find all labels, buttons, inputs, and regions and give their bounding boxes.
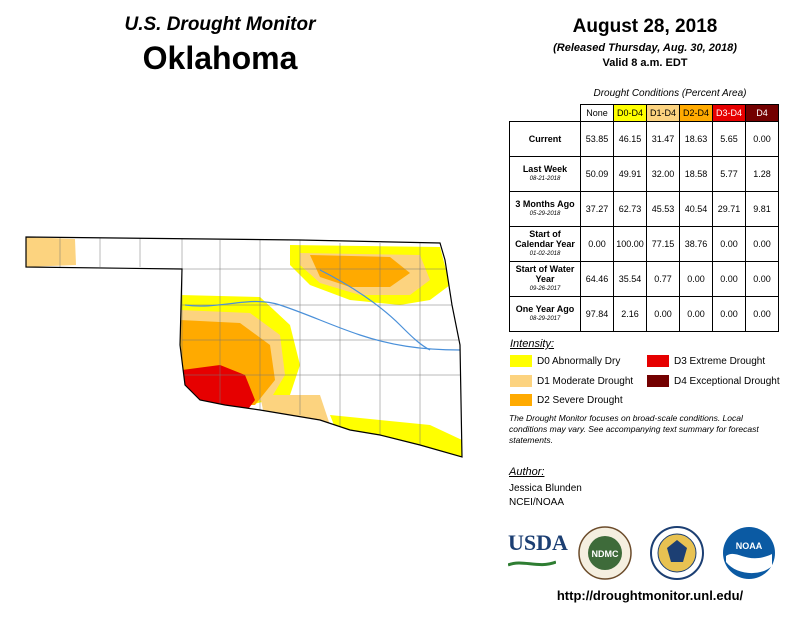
ndmc-logo: NDMC bbox=[578, 526, 632, 580]
river-canadian bbox=[184, 300, 461, 351]
row-label: One Year Ago 08-29-2017 bbox=[509, 296, 581, 332]
table-cell: 53.85 bbox=[580, 121, 614, 157]
usda-logo: USDA bbox=[507, 530, 568, 574]
usda-swoosh-icon bbox=[507, 560, 557, 567]
d3-area-south-spot bbox=[283, 417, 307, 429]
table-row: 3 Months Ago 05-29-2018 37.27 62.73 45.53… bbox=[509, 191, 779, 227]
row-label: 3 Months Ago 05-29-2018 bbox=[509, 191, 581, 227]
table-cell: 100.00 bbox=[613, 226, 647, 262]
table-cell: 18.58 bbox=[679, 156, 713, 192]
table-cell: 77.15 bbox=[646, 226, 680, 262]
legend-item-d1: D1 Moderate Drought bbox=[510, 375, 633, 388]
noaa-logo: NOAA bbox=[723, 527, 775, 579]
table-cell: 9.81 bbox=[745, 191, 779, 227]
table-cell: 37.27 bbox=[580, 191, 614, 227]
table-cell: 5.77 bbox=[712, 156, 746, 192]
table-cell: 38.76 bbox=[679, 226, 713, 262]
table-cell: 62.73 bbox=[613, 191, 647, 227]
table-caption: Drought Conditions (Percent Area) bbox=[593, 88, 747, 99]
col-header-d3: D3-D4 bbox=[712, 104, 746, 122]
legend-swatch bbox=[510, 375, 532, 388]
d0-area-south bbox=[330, 415, 462, 457]
table-row: One Year Ago 08-29-2017 97.84 2.16 0.00 0… bbox=[509, 296, 779, 332]
table-cell: 31.47 bbox=[646, 121, 680, 157]
table-cell: 0.00 bbox=[712, 296, 746, 332]
table-cell: 0.00 bbox=[679, 261, 713, 297]
release-date: (Released Thursday, Aug. 30, 2018) bbox=[553, 42, 737, 54]
row-label: Current bbox=[509, 121, 581, 157]
legend-swatch bbox=[647, 355, 669, 368]
legend-swatch bbox=[647, 375, 669, 388]
legend-item-d0: D0 Abnormally Dry bbox=[510, 355, 620, 368]
drought-monitor-link[interactable]: http://droughtmonitor.unl.edu/ bbox=[556, 588, 744, 603]
map-date: August 28, 2018 bbox=[572, 16, 718, 37]
table-row: Last Week 08-21-2018 50.09 49.91 32.00 18… bbox=[509, 156, 779, 192]
legend-title: Intensity: bbox=[510, 338, 555, 350]
table-cell: 0.00 bbox=[646, 296, 680, 332]
table-cell: 0.00 bbox=[580, 226, 614, 262]
table-cell: 1.28 bbox=[745, 156, 779, 192]
svg-text:NDMC: NDMC bbox=[592, 549, 619, 559]
table-cell: 49.91 bbox=[613, 156, 647, 192]
table-corner bbox=[510, 105, 581, 122]
table-cell: 40.54 bbox=[679, 191, 713, 227]
table-cell: 29.71 bbox=[712, 191, 746, 227]
table-row: Current 53.85 46.15 31.47 18.63 5.65 0.0… bbox=[509, 121, 779, 157]
table-cell: 46.15 bbox=[613, 121, 647, 157]
table-row: Start of Calendar Year 01-02-2018 0.00 10… bbox=[509, 226, 779, 262]
table-cell: 18.63 bbox=[679, 121, 713, 157]
usdc-seal-logo bbox=[650, 526, 704, 580]
table-row: Start of Water Year 09-26-2017 64.46 35.5… bbox=[509, 261, 779, 297]
legend-swatch bbox=[510, 355, 532, 368]
table-cell: 64.46 bbox=[580, 261, 614, 297]
table-cell: 97.84 bbox=[580, 296, 614, 332]
table-cell: 0.00 bbox=[745, 261, 779, 297]
state-title: Oklahoma bbox=[142, 40, 298, 76]
header-left: U.S. Drought Monitor Oklahoma bbox=[60, 14, 380, 77]
oklahoma-map bbox=[25, 236, 463, 458]
legend-item-d3: D3 Extreme Drought bbox=[647, 355, 765, 368]
d1-area-panhandle bbox=[26, 237, 76, 267]
disclaimer-note: The Drought Monitor focuses on broad-sca… bbox=[509, 413, 759, 445]
table-cell: 0.00 bbox=[745, 226, 779, 262]
col-header-d0: D0-D4 bbox=[613, 104, 647, 122]
table-cell: 0.77 bbox=[646, 261, 680, 297]
col-header-none: None bbox=[580, 104, 614, 122]
table-cell: 35.54 bbox=[613, 261, 647, 297]
table-cell: 32.00 bbox=[646, 156, 680, 192]
row-label: Last Week 08-21-2018 bbox=[509, 156, 581, 192]
county-lines bbox=[59, 237, 462, 445]
author-org: NCEI/NOAA bbox=[509, 497, 565, 508]
river-arkansas bbox=[319, 269, 431, 351]
drought-conditions-table: None D0-D4 D1-D4 D2-D4 D3-D4 D4 Current … bbox=[509, 104, 779, 332]
col-header-d2: D2-D4 bbox=[679, 104, 713, 122]
table-cell: 5.65 bbox=[712, 121, 746, 157]
row-label: Start of Water Year 09-26-2017 bbox=[509, 261, 581, 297]
author-name: Jessica Blunden bbox=[509, 483, 582, 494]
table-cell: 45.53 bbox=[646, 191, 680, 227]
state-border bbox=[25, 236, 463, 458]
header-right: August 28, 2018 (Released Thursday, Aug.… bbox=[510, 16, 780, 69]
d1-area-south bbox=[260, 395, 330, 435]
map-brand-title: U.S. Drought Monitor bbox=[124, 14, 316, 35]
author-title: Author: bbox=[509, 466, 545, 478]
table-cell: 0.00 bbox=[679, 296, 713, 332]
table-cell: 0.00 bbox=[745, 121, 779, 157]
table-cell: 50.09 bbox=[580, 156, 614, 192]
legend-swatch bbox=[510, 394, 532, 407]
svg-text:NOAA: NOAA bbox=[736, 541, 763, 551]
row-label: Start of Calendar Year 01-02-2018 bbox=[509, 226, 581, 262]
col-header-d1: D1-D4 bbox=[646, 104, 680, 122]
col-header-d4: D4 bbox=[745, 104, 779, 122]
table-cell: 2.16 bbox=[613, 296, 647, 332]
table-cell: 0.00 bbox=[712, 261, 746, 297]
table-cell: 0.00 bbox=[712, 226, 746, 262]
table-cell: 0.00 bbox=[745, 296, 779, 332]
d2-area-northeast bbox=[310, 255, 410, 287]
valid-time: Valid 8 a.m. EDT bbox=[602, 57, 688, 69]
legend-item-d2: D2 Severe Drought bbox=[510, 394, 623, 407]
legend-item-d4: D4 Exceptional Drought bbox=[647, 375, 780, 388]
